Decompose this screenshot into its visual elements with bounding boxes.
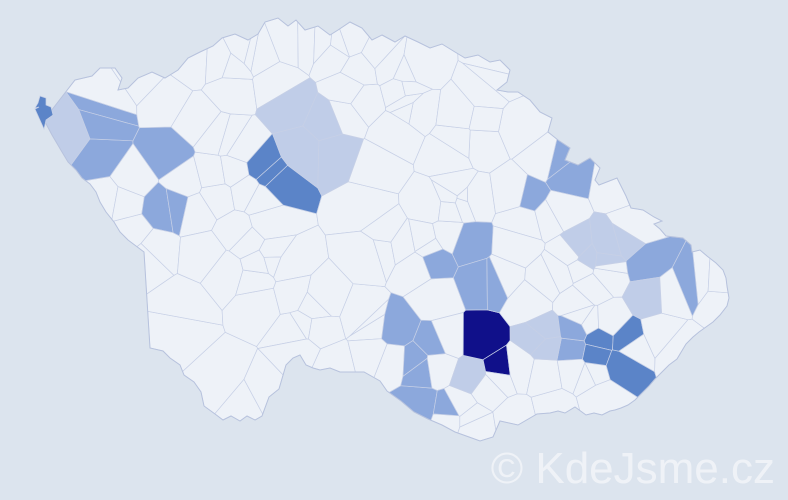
svg-text:© KdeJsme.cz: © KdeJsme.cz — [491, 444, 775, 493]
